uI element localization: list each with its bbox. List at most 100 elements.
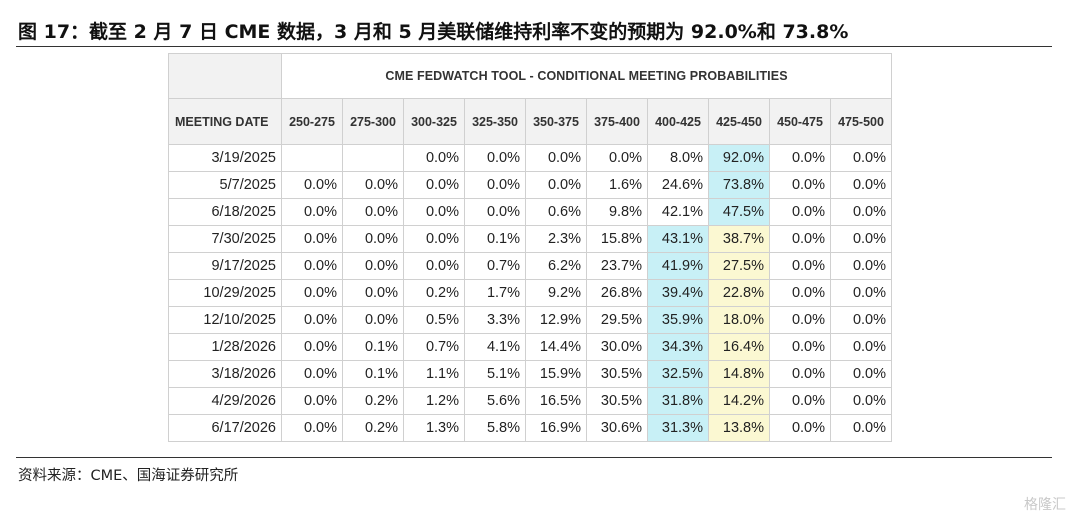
probability-cell: 0.2% bbox=[342, 387, 404, 415]
rate-range-header: 275-300 bbox=[342, 98, 404, 145]
probability-cell: 1.3% bbox=[403, 414, 465, 442]
rate-range-header: 375-400 bbox=[586, 98, 648, 145]
probability-cell: 31.3% bbox=[647, 414, 709, 442]
probability-cell: 1.1% bbox=[403, 360, 465, 388]
probability-cell: 0.0% bbox=[464, 144, 526, 172]
probability-cell: 0.1% bbox=[342, 360, 404, 388]
probability-cell: 14.2% bbox=[708, 387, 770, 415]
table-row: 12/10/2025 0.0% 0.0% 0.5% 3.3% 12.9% 29.5% 35.9… bbox=[168, 306, 892, 334]
probability-cell: 0.0% bbox=[769, 306, 831, 334]
probability-cell bbox=[281, 144, 343, 172]
meeting-date-cell: 3/18/2026 bbox=[168, 360, 282, 388]
probability-cell: 13.8% bbox=[708, 414, 770, 442]
probability-cell: 73.8% bbox=[708, 171, 770, 199]
probability-cell: 0.0% bbox=[403, 171, 465, 199]
table-body: 3/19/2025 0.0% 0.0% 0.0% 0.0% 8.0% 92.0% 0.0% 0.… bbox=[168, 144, 892, 442]
probability-cell: 14.4% bbox=[525, 333, 587, 361]
probability-cell: 0.0% bbox=[830, 198, 892, 226]
probability-cell: 38.7% bbox=[708, 225, 770, 253]
probability-cell: 0.0% bbox=[830, 225, 892, 253]
probability-cell: 14.8% bbox=[708, 360, 770, 388]
meeting-date-header: MEETING DATE bbox=[168, 98, 282, 145]
probability-cell: 92.0% bbox=[708, 144, 770, 172]
probability-cell: 0.6% bbox=[525, 198, 587, 226]
probability-cell: 0.0% bbox=[769, 387, 831, 415]
table-title-row: CME FEDWATCH TOOL - CONDITIONAL MEETING … bbox=[168, 53, 892, 99]
probability-cell: 0.0% bbox=[769, 171, 831, 199]
probability-cell: 0.0% bbox=[830, 387, 892, 415]
probability-cell: 5.1% bbox=[464, 360, 526, 388]
probability-cell: 47.5% bbox=[708, 198, 770, 226]
probability-cell: 0.0% bbox=[769, 414, 831, 442]
probability-cell: 0.0% bbox=[769, 360, 831, 388]
probability-cell: 16.4% bbox=[708, 333, 770, 361]
probability-cell: 12.9% bbox=[525, 306, 587, 334]
probability-cell: 0.0% bbox=[281, 252, 343, 280]
probability-cell: 0.0% bbox=[281, 306, 343, 334]
probability-cell: 5.6% bbox=[464, 387, 526, 415]
probability-cell: 0.5% bbox=[403, 306, 465, 334]
table-row: 3/19/2025 0.0% 0.0% 0.0% 0.0% 8.0% 92.0% 0.0% 0.… bbox=[168, 144, 892, 172]
probability-cell: 0.0% bbox=[281, 198, 343, 226]
bottom-rule bbox=[16, 457, 1052, 458]
table-row: 10/29/2025 0.0% 0.0% 0.2% 1.7% 9.2% 26.8% 39.4%… bbox=[168, 279, 892, 307]
probability-cell: 24.6% bbox=[647, 171, 709, 199]
table-row: 3/18/2026 0.0% 0.1% 1.1% 5.1% 15.9% 30.5% 32.5%… bbox=[168, 360, 892, 388]
meeting-date-cell: 12/10/2025 bbox=[168, 306, 282, 334]
probability-cell: 30.6% bbox=[586, 414, 648, 442]
probability-cell: 0.0% bbox=[769, 252, 831, 280]
probability-cell: 0.2% bbox=[342, 414, 404, 442]
probability-cell: 3.3% bbox=[464, 306, 526, 334]
probability-cell: 34.3% bbox=[647, 333, 709, 361]
probability-cell: 0.0% bbox=[403, 144, 465, 172]
meeting-date-cell: 1/28/2026 bbox=[168, 333, 282, 361]
table-row: 6/18/2025 0.0% 0.0% 0.0% 0.0% 0.6% 9.8% 42.1% 47… bbox=[168, 198, 892, 226]
table-corner bbox=[168, 53, 282, 99]
probability-cell: 0.0% bbox=[342, 306, 404, 334]
probability-cell: 1.6% bbox=[586, 171, 648, 199]
probability-cell: 26.8% bbox=[586, 279, 648, 307]
probability-cell: 1.7% bbox=[464, 279, 526, 307]
rate-range-header: 325-350 bbox=[464, 98, 526, 145]
rate-range-header: 450-475 bbox=[769, 98, 831, 145]
probability-cell: 0.0% bbox=[830, 252, 892, 280]
probability-cell: 0.1% bbox=[464, 225, 526, 253]
table-title: CME FEDWATCH TOOL - CONDITIONAL MEETING … bbox=[281, 53, 892, 99]
source-note: 资料来源：CME、国海证券研究所 bbox=[18, 468, 239, 484]
probability-cell: 0.0% bbox=[403, 252, 465, 280]
probability-cell: 0.0% bbox=[342, 198, 404, 226]
probability-cell: 0.0% bbox=[281, 279, 343, 307]
probability-cell: 0.0% bbox=[525, 171, 587, 199]
probability-cell bbox=[342, 144, 404, 172]
probability-cell: 0.0% bbox=[403, 225, 465, 253]
meeting-date-cell: 7/30/2025 bbox=[168, 225, 282, 253]
probability-cell: 0.0% bbox=[830, 144, 892, 172]
probability-cell: 0.7% bbox=[403, 333, 465, 361]
probability-cell: 0.0% bbox=[281, 225, 343, 253]
probability-cell: 31.8% bbox=[647, 387, 709, 415]
probability-cell: 0.0% bbox=[830, 414, 892, 442]
probability-cell: 0.1% bbox=[342, 333, 404, 361]
probability-cell: 4.1% bbox=[464, 333, 526, 361]
table-row: 1/28/2026 0.0% 0.1% 0.7% 4.1% 14.4% 30.0% 34.3%… bbox=[168, 333, 892, 361]
probability-table: CME FEDWATCH TOOL - CONDITIONAL MEETING … bbox=[168, 53, 892, 442]
meeting-date-cell: 6/17/2026 bbox=[168, 414, 282, 442]
probability-cell: 0.0% bbox=[281, 360, 343, 388]
table-row: 9/17/2025 0.0% 0.0% 0.0% 0.7% 6.2% 23.7% 41.9% 2… bbox=[168, 252, 892, 280]
probability-cell: 30.5% bbox=[586, 387, 648, 415]
probability-cell: 0.0% bbox=[525, 144, 587, 172]
probability-cell: 0.0% bbox=[281, 387, 343, 415]
probability-cell: 0.0% bbox=[464, 198, 526, 226]
probability-table-container: CME FEDWATCH TOOL - CONDITIONAL MEETING … bbox=[168, 53, 899, 448]
probability-cell: 39.4% bbox=[647, 279, 709, 307]
probability-cell: 0.0% bbox=[769, 279, 831, 307]
probability-cell: 15.8% bbox=[586, 225, 648, 253]
probability-cell: 2.3% bbox=[525, 225, 587, 253]
probability-cell: 16.5% bbox=[525, 387, 587, 415]
table-row: 6/17/2026 0.0% 0.2% 1.3% 5.8% 16.9% 30.6% 31.3%… bbox=[168, 414, 892, 442]
figure-title: 图 17：截至 2 月 7 日 CME 数据，3 月和 5 月美联储维持利率不变… bbox=[18, 21, 849, 43]
watermark-logo: 格隆汇 bbox=[1024, 497, 1066, 513]
probability-cell: 15.9% bbox=[525, 360, 587, 388]
probability-cell: 9.8% bbox=[586, 198, 648, 226]
rate-range-header: 350-375 bbox=[525, 98, 587, 145]
